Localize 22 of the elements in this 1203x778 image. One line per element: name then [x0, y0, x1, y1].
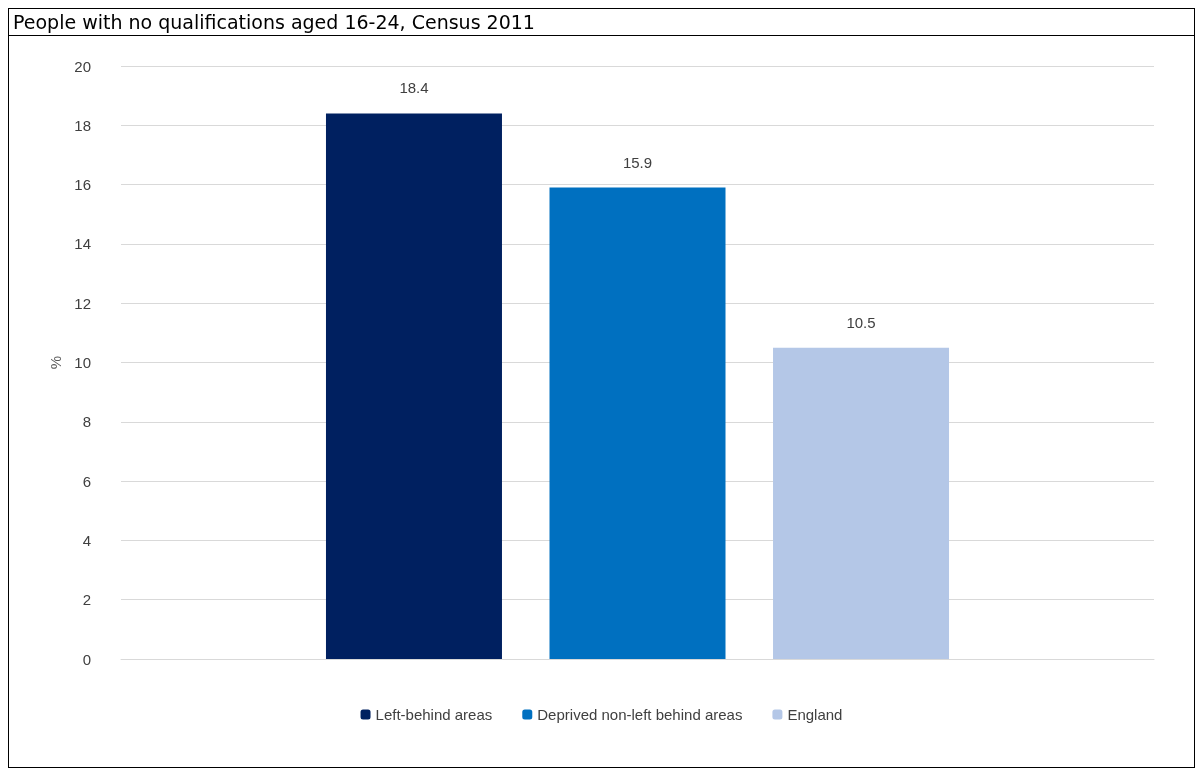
data-label: 15.9 [622, 153, 653, 171]
data-label: 10.5 [846, 313, 876, 331]
y-tick-label: 6 [82, 472, 91, 490]
y-tick-label: 10 [74, 354, 91, 371]
legend-label: Deprived non-left behind areas [537, 706, 743, 723]
y-tick-label: 18 [74, 116, 91, 134]
y-tick-label: 4 [82, 531, 91, 549]
y-tick-label: 0 [82, 650, 91, 668]
y-tick-label: 16 [74, 176, 91, 194]
y-tick-label: 14 [74, 235, 91, 253]
y-tick-label: 20 [74, 57, 91, 75]
bar [549, 187, 726, 659]
legend-label: Left-behind areas [375, 706, 493, 723]
chart-title: People with no qualifications aged 16-24, Census 2011 [9, 9, 1194, 36]
data-label: 18.4 [399, 79, 429, 97]
y-tick-label: 2 [82, 591, 91, 609]
y-tick-label: 12 [74, 294, 91, 312]
y-axis-title: % [47, 355, 65, 370]
legend-label: England [787, 706, 843, 723]
bar [325, 113, 502, 659]
bar [773, 347, 950, 659]
y-tick-label: 8 [82, 413, 91, 431]
